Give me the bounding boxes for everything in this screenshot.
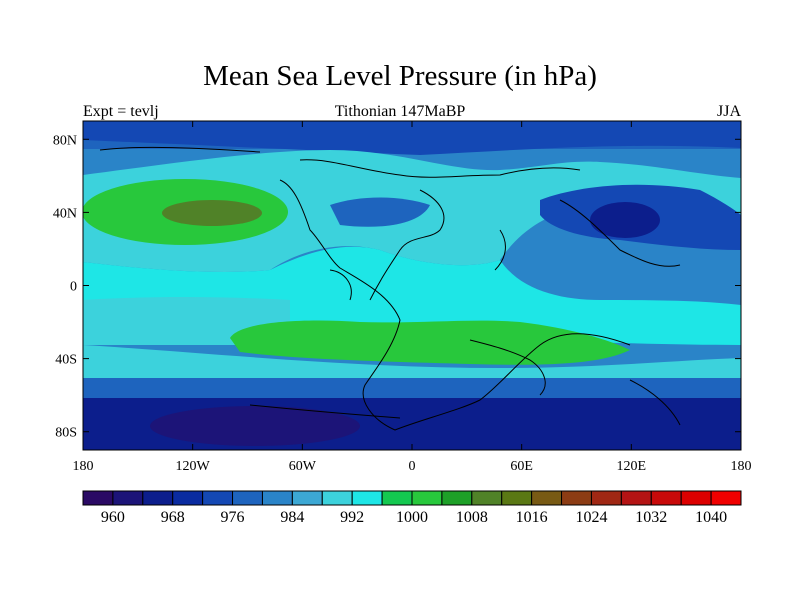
colorbar-label: 1008 (456, 509, 488, 526)
colorbar-label: 1032 (635, 509, 667, 526)
coast-segment (469, 339, 546, 396)
x-tick-label: 120W (176, 459, 211, 474)
x-tick-label: 120E (617, 459, 647, 474)
colorbar-swatch (381, 490, 413, 506)
colorbar-swatch (291, 490, 323, 506)
colorbar-swatch (531, 490, 563, 506)
map-title: Mean Sea Level Pressure (in hPa) (203, 60, 597, 92)
experiment-label: Expt = tevlj (83, 103, 159, 120)
colorbar-label: 1016 (516, 509, 548, 526)
coast-segment (559, 199, 681, 267)
x-tick-label: 180 (73, 459, 94, 474)
coast-segment (369, 189, 445, 301)
colorbar-swatch (680, 490, 712, 506)
colorbar-swatch (261, 490, 293, 506)
colorbar-label: 1024 (575, 509, 607, 526)
colorbar-swatch (112, 490, 144, 506)
coast-segment (99, 146, 261, 153)
y-axis: 80N 40N 0 40S 80S (53, 133, 741, 441)
colorbar-swatch (232, 490, 263, 506)
colorbar: 960 968 976 984 992 1000 1008 1016 1024 1032 1040 (82, 490, 742, 526)
y-tick-label: 40S (55, 353, 77, 368)
colorbar-swatch (82, 490, 114, 506)
colorbar-swatch (561, 490, 592, 506)
coast-segment (279, 179, 631, 431)
y-tick-label: 80S (55, 426, 77, 441)
colorbar-swatch (710, 490, 742, 506)
antarctic-low-core (150, 406, 360, 446)
coast-segment (249, 404, 401, 419)
pressure-field (83, 121, 741, 450)
x-tick-label: 60E (510, 459, 533, 474)
north-atlantic-low (330, 197, 430, 227)
colorbar-label: 1040 (695, 509, 727, 526)
south-mid-band (83, 345, 741, 382)
y-tick-label: 40N (53, 206, 77, 221)
colorbar-swatch (142, 490, 174, 506)
southern-storm-track (83, 378, 741, 400)
season-label: JJA (716, 103, 741, 120)
y-tick-label: 0 (70, 280, 77, 295)
coast-segment (299, 159, 581, 178)
x-tick-label: 180 (731, 459, 752, 474)
x-axis: 180 120W 60W 0 60E 120E 180 (73, 121, 752, 474)
colorbar-swatch (620, 490, 652, 506)
coast-segment (629, 379, 681, 426)
colorbar-swatch (172, 490, 204, 506)
colorbar-label: 1000 (396, 509, 428, 526)
period-label: Tithonian 147MaBP (334, 103, 466, 120)
arctic-core (83, 121, 741, 155)
north-pacific-high-inner (162, 200, 262, 226)
colorbar-label: 976 (221, 509, 245, 526)
colorbar-swatch (202, 490, 234, 506)
colorbar-label: 984 (280, 509, 304, 526)
coast-segment (329, 269, 352, 301)
colorbar-swatch (590, 490, 622, 506)
colorbar-swatch (441, 490, 473, 506)
colorbar-swatch (650, 490, 682, 506)
colorbar-swatch (471, 490, 503, 506)
coast-segment (494, 229, 506, 271)
colorbar-swatch (351, 490, 383, 506)
x-tick-label: 60W (289, 459, 317, 474)
colorbar-label: 968 (161, 509, 185, 526)
colorbar-label: 960 (101, 509, 125, 526)
colorbar-swatch (411, 490, 443, 506)
colorbar-swatch (501, 490, 533, 506)
x-tick-label: 0 (409, 459, 416, 474)
colorbar-swatch (321, 490, 353, 506)
y-tick-label: 80N (53, 133, 77, 148)
coastlines (99, 146, 681, 431)
asian-monsoon-low-core (590, 202, 660, 238)
colorbar-label: 992 (340, 509, 364, 526)
